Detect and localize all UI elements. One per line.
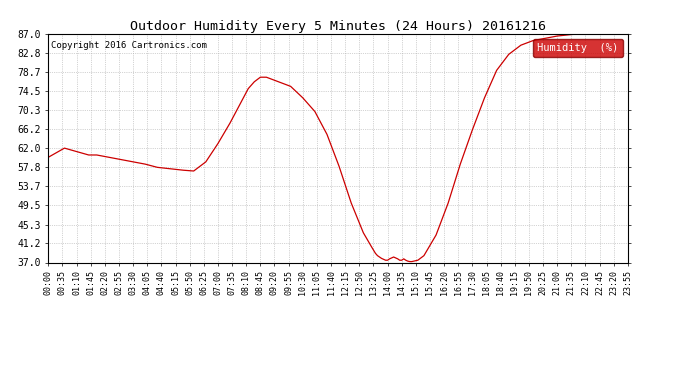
Legend: Humidity  (%): Humidity (%)	[533, 39, 622, 57]
Text: Copyright 2016 Cartronics.com: Copyright 2016 Cartronics.com	[51, 40, 207, 50]
Title: Outdoor Humidity Every 5 Minutes (24 Hours) 20161216: Outdoor Humidity Every 5 Minutes (24 Hou…	[130, 20, 546, 33]
